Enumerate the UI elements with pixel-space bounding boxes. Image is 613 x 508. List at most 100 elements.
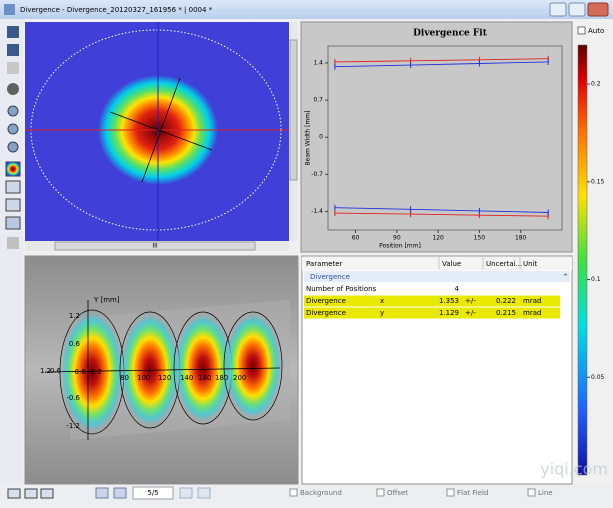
- labels-3d: 1.20.6-0.6-1.21.20.6 -0.6 -1.280 100 120 140 1…: [40, 312, 246, 430]
- watermark: yiqi.com: [540, 460, 608, 479]
- app-icon: [4, 4, 15, 15]
- group-label: Divergence: [310, 273, 350, 281]
- checkbox[interactable]: [446, 488, 455, 497]
- table-icon[interactable]: [5, 216, 21, 230]
- window-title: Divergence - Divergence_20120327_161956 …: [20, 6, 213, 14]
- last-button[interactable]: [197, 487, 211, 499]
- table-cell: 0.222: [496, 297, 516, 305]
- h-scroll-thumb[interactable]: [54, 241, 256, 251]
- x-tick-label: 60: [352, 235, 360, 242]
- checkbox-label: Flat Field: [457, 489, 488, 497]
- side-tick-label-3d: 0.6: [50, 367, 62, 375]
- table-cell: 0.215: [496, 309, 516, 317]
- page-indicator: 5/5: [147, 489, 158, 497]
- colorbar-tick-label: 0.05: [591, 374, 605, 381]
- slice: [223, 311, 283, 421]
- zoom-fit-icon[interactable]: [7, 141, 19, 153]
- view-button[interactable]: [24, 488, 38, 499]
- x-tick-label: 120: [432, 235, 444, 242]
- y-tick-label: -0.7: [311, 171, 323, 178]
- v-scroll-thumb[interactable]: [289, 39, 298, 181]
- maximize-button[interactable]: [568, 2, 586, 17]
- next-button[interactable]: [179, 487, 193, 499]
- x-tick-label: 180: [515, 235, 527, 242]
- column-header: Unit: [523, 260, 538, 268]
- results-table: [301, 255, 573, 485]
- checkbox-label: Offset: [387, 489, 408, 497]
- auto-checkbox[interactable]: [577, 26, 586, 35]
- side-tick-label-3d: -1.2: [88, 368, 102, 376]
- table-cell: Divergence: [306, 297, 346, 305]
- x-axis-label: Position [mm]: [379, 243, 421, 250]
- profile-icon[interactable]: [5, 180, 21, 194]
- table-cell: x: [380, 297, 384, 305]
- table-cell: Divergence: [306, 309, 346, 317]
- y-tick-label: 1.4: [313, 59, 323, 66]
- y-tick-label-3d: 0.6: [69, 340, 81, 348]
- chart-title: Divergence Fit: [413, 29, 488, 39]
- colorbar: [577, 44, 588, 476]
- table-cell: y: [380, 309, 384, 317]
- checkbox[interactable]: [376, 488, 385, 497]
- y-tick-label-3d: 1.2: [69, 312, 80, 320]
- false-color-icon[interactable]: [5, 161, 21, 177]
- x-tick-label-3d: 180: [215, 374, 228, 382]
- x-tick-label: 90: [393, 235, 401, 242]
- auto-label: Auto: [588, 27, 604, 35]
- table-cell: 4: [455, 285, 460, 293]
- slice: [173, 311, 233, 425]
- table-cell: +/-: [465, 297, 476, 305]
- y-tick-label-3d: -0.6: [66, 394, 80, 402]
- zoom-in-icon[interactable]: [7, 105, 19, 117]
- toolbar-icons: [5, 26, 21, 249]
- scroll-thumb-grip: III: [152, 243, 158, 250]
- first-button[interactable]: [95, 487, 109, 499]
- view-button[interactable]: [7, 488, 21, 499]
- collapse-arrow[interactable]: ^: [563, 274, 568, 281]
- y-axis-label: Beam Width [mm]: [305, 111, 312, 166]
- close-button[interactable]: [587, 2, 609, 17]
- colorbar-tick-label: 0.15: [591, 178, 605, 185]
- title-bar: [0, 0, 613, 19]
- minimize-button[interactable]: [549, 2, 567, 17]
- colorbar-tick-label: 0.2: [591, 81, 601, 88]
- column-header: Value: [442, 260, 461, 268]
- view-button[interactable]: [40, 488, 54, 499]
- report-icon[interactable]: [7, 237, 19, 249]
- y-axis-label-3d: Y [mm]: [93, 296, 120, 304]
- checkbox[interactable]: [527, 488, 536, 497]
- table-header: [302, 257, 572, 270]
- y-tick-label: 0: [319, 134, 323, 141]
- x-tick-label-3d: 100: [137, 374, 150, 382]
- group-row[interactable]: [304, 271, 570, 282]
- checkbox-label: Line: [538, 489, 553, 497]
- save-as-icon[interactable]: [7, 44, 19, 56]
- table-cell: +/-: [465, 309, 476, 317]
- paste-icon[interactable]: [7, 62, 19, 74]
- fit-line: [334, 212, 549, 217]
- move-icon[interactable]: [7, 83, 19, 95]
- fit-line: [334, 61, 549, 68]
- x-axis-3d: [44, 367, 281, 373]
- side-tick-label-3d: -0.6: [72, 368, 86, 376]
- table-cells: Parameter Value Uncertai... Unit Number of P…: [304, 257, 560, 319]
- status-checkboxes: Background Offset Flat Field Line: [289, 488, 553, 497]
- table-cell: mrad: [523, 309, 541, 317]
- 3d-icon[interactable]: [5, 198, 21, 212]
- checkbox[interactable]: [289, 488, 298, 497]
- save-icon[interactable]: [7, 26, 19, 38]
- x-tick-label-3d: 200: [233, 374, 246, 382]
- zoom-out-icon[interactable]: [7, 123, 19, 135]
- highlight-row: [304, 307, 560, 319]
- x-tick-label-3d: 120: [158, 374, 171, 382]
- x-tick-label-3d: 160: [198, 374, 211, 382]
- column-header: Parameter: [306, 260, 343, 268]
- x-tick-label-3d: 80: [120, 374, 129, 382]
- page-field[interactable]: [132, 486, 174, 500]
- column-header: Uncertai...: [486, 260, 522, 268]
- y-tick-label-3d: -1.2: [66, 422, 80, 430]
- prev-button[interactable]: [113, 487, 127, 499]
- fit-line: [334, 207, 549, 213]
